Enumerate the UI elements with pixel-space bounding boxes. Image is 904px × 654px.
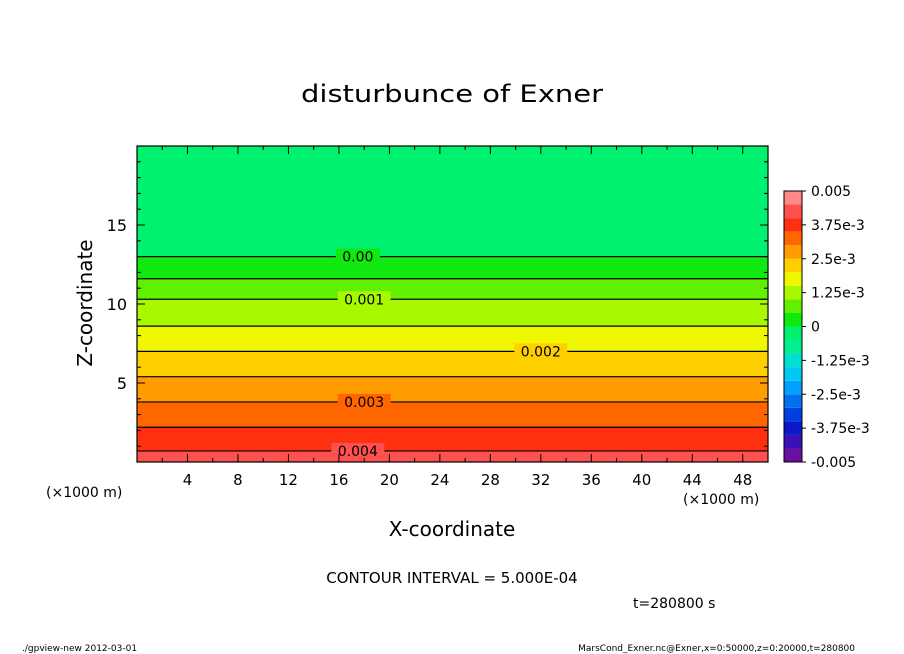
field-band [137, 146, 768, 257]
colorbar-tick-label: -1.25e-3 [811, 353, 870, 369]
contour-label-bg [331, 442, 385, 459]
colorbar: 0.005 3.75e-3 2.5e-3 1.25e-3 0 -1.25e-3 -2.5e-… [783, 184, 870, 471]
colorbar-tick-label: -3.75e-3 [811, 421, 870, 437]
colorbar-bin [784, 421, 802, 435]
contour-label: 0.00 [342, 250, 373, 266]
colorbar-bin [784, 407, 802, 422]
time-text: t=280800 s [633, 596, 715, 612]
colorbar-bin [784, 367, 802, 381]
chart-title: disturbunce of Exner [301, 80, 603, 108]
x-tick-label: 12 [279, 471, 298, 489]
x-tick-label: 44 [683, 471, 702, 489]
colorbar-bin [784, 434, 802, 449]
contour-label: 0.003 [344, 395, 384, 411]
colorbar-bin [784, 448, 802, 462]
colorbar-bin [784, 312, 802, 327]
x-tick-label: 20 [380, 471, 399, 489]
colorbar-tick-label: 2.5e-3 [811, 252, 856, 268]
field-band [137, 326, 768, 352]
y-tick-label: 10 [107, 295, 127, 314]
x-tick-label: 40 [632, 471, 651, 489]
x-tick-label: 32 [531, 471, 550, 489]
field-band [137, 299, 768, 327]
contour-label-bg [337, 291, 391, 308]
footer-right: MarsCond_Exner.nc@Exner,x=0:50000,z=0:20… [578, 644, 855, 654]
y-axis-label: Z-coordinate [73, 239, 97, 366]
contour-interval-text: CONTOUR INTERVAL = 5.000E-04 [326, 569, 577, 587]
colorbar-bin [784, 231, 802, 246]
colorbar-bin [784, 285, 802, 300]
colorbar-bin [784, 191, 802, 205]
contour-label: 0.004 [338, 444, 378, 460]
x-tick-label: 36 [582, 471, 601, 489]
field-band [137, 256, 768, 279]
colorbar-tick-label: -0.005 [811, 455, 856, 471]
contour-label-bg [337, 393, 391, 410]
x-unit-left: (×1000 m) [46, 485, 122, 501]
colorbar-tick-label: -2.5e-3 [811, 387, 861, 403]
colorbar-bin [784, 380, 802, 395]
footer-left: ./gpview-new 2012-03-01 [22, 644, 137, 654]
x-axis-label: X-coordinate [389, 517, 516, 541]
colorbar-bin [784, 299, 802, 313]
field-band [137, 351, 768, 377]
colorbar-bin [784, 340, 802, 354]
y-tick-label: 5 [117, 374, 127, 393]
field-band [137, 427, 768, 451]
contour-label: 0.002 [521, 344, 561, 360]
colorbar-bin [784, 218, 802, 232]
x-tick-label: 24 [430, 471, 449, 489]
x-tick-label: 28 [481, 471, 500, 489]
colorbar-bin [784, 204, 802, 219]
field-band [137, 450, 768, 462]
colorbar-bin [784, 353, 802, 368]
field-band [137, 278, 768, 300]
colorbar-tick-label: 0 [811, 320, 820, 336]
contour-label-bg [335, 248, 380, 265]
field-band [137, 401, 768, 428]
colorbar-bin [784, 258, 802, 273]
x-tick-label: 48 [733, 471, 752, 489]
y-tick-label: 15 [107, 216, 127, 235]
x-tick-label: 8 [233, 471, 243, 489]
colorbar-bin [784, 272, 802, 286]
contour-label-bg [514, 343, 568, 360]
x-tick-label: 4 [183, 471, 193, 489]
x-tick-label: 16 [329, 471, 348, 489]
field-band [137, 376, 768, 402]
colorbar-tick-label: 3.75e-3 [811, 218, 865, 234]
contour-label: 0.001 [344, 292, 384, 308]
colorbar-tick-label: 1.25e-3 [811, 286, 865, 302]
colorbar-tick-label: 0.005 [811, 184, 851, 200]
colorbar-bin [784, 326, 802, 341]
x-unit-right: (×1000 m) [683, 492, 759, 508]
colorbar-bin [784, 245, 802, 259]
colorbar-bin [784, 394, 802, 408]
